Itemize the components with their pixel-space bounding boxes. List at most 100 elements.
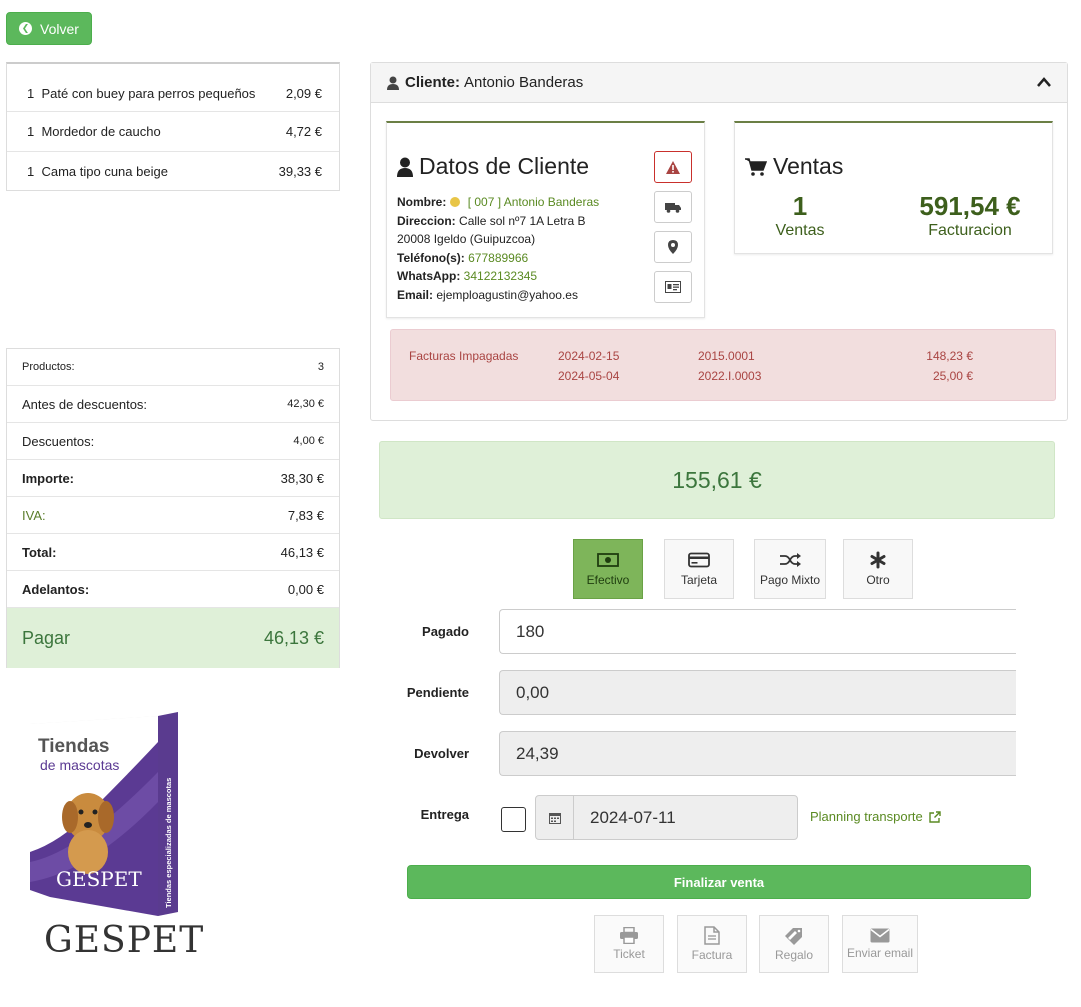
- sales-count: 1 Ventas: [755, 191, 845, 240]
- payment-method-label: Efectivo: [586, 573, 630, 587]
- amount-due: 155,61 €: [379, 441, 1055, 519]
- planning-link[interactable]: Planning transporte: [810, 809, 941, 824]
- client-panel-header[interactable]: Cliente: Antonio Banderas: [371, 63, 1067, 103]
- warning-button[interactable]: [654, 151, 692, 183]
- payment-method-efectivo[interactable]: Efectivo: [573, 539, 643, 599]
- calendar-icon[interactable]: [535, 795, 574, 840]
- direccion-line2: 20008 Igeldo (Guipuzcoa): [397, 232, 536, 247]
- cart-item-price: 39,33 €: [278, 164, 322, 179]
- warning-icon: [666, 160, 680, 174]
- payment-method-tarjeta[interactable]: Tarjeta: [664, 539, 734, 599]
- user-icon: [397, 157, 413, 177]
- direccion-label: Direccion:: [397, 213, 456, 228]
- map-marker-icon: [668, 240, 678, 254]
- payment-method-mixto[interactable]: Pago Mixto: [754, 539, 826, 599]
- totals-antes: Antes de descuentos: 42,30 €: [7, 386, 339, 423]
- client-header-label: Cliente:: [405, 74, 461, 91]
- pagado-label: Pagado: [422, 624, 469, 639]
- entrega-checkbox[interactable]: [501, 807, 526, 832]
- totals-label: IVA:: [22, 507, 46, 523]
- unpaid-amount: 25,00 €: [932, 369, 973, 383]
- pagar-row: Pagar 46,13 €: [7, 608, 339, 668]
- product-box-logo: Tiendas de mascotas GESPET Tiendas espec…: [30, 712, 178, 916]
- totals-iva: IVA: 7,83 €: [7, 497, 339, 534]
- factura-button[interactable]: Factura: [677, 915, 747, 973]
- cart-item-qty: 1: [27, 86, 35, 101]
- cart-item[interactable]: 1 Paté con buey para perros pequeños 2,0…: [7, 64, 339, 112]
- totals-descuentos: Descuentos: 4,00 €: [7, 423, 339, 460]
- action-label: Ticket: [613, 947, 645, 961]
- client-name-link[interactable]: [ 007 ] Antonio Banderas: [467, 195, 600, 209]
- totals-total: Total: 46,13 €: [7, 534, 339, 571]
- location-button[interactable]: [654, 231, 692, 263]
- nombre-label: Nombre:: [397, 195, 447, 209]
- pagado-input[interactable]: 180: [499, 609, 1016, 654]
- contact-card-button[interactable]: [654, 271, 692, 303]
- credit-card-icon: [688, 552, 710, 568]
- unpaid-title: Facturas Impagadas: [409, 349, 519, 363]
- payment-method-otro[interactable]: Otro: [843, 539, 913, 599]
- unpaid-number[interactable]: 2015.0001: [698, 349, 755, 363]
- back-button-label: Volver: [40, 20, 79, 37]
- cart-item[interactable]: 1 Cama tipo cuna beige 39,33 €: [7, 152, 339, 191]
- pendiente-label: Pendiente: [406, 685, 469, 700]
- totals-panel: Productos: 3 Antes de descuentos: 42,30 …: [6, 348, 340, 668]
- finalizar-venta-button[interactable]: Finalizar venta: [407, 865, 1031, 899]
- totals-value: 42,30 €: [287, 398, 324, 410]
- ticket-button[interactable]: Ticket: [594, 915, 664, 973]
- pagar-label: Pagar: [22, 627, 71, 648]
- client-data-card: Datos de Cliente Nombre: [ 007 ] Antonio…: [386, 121, 705, 318]
- totals-label: Total:: [22, 544, 57, 560]
- cash-icon: [597, 553, 619, 567]
- client-header-name: Antonio Banderas: [464, 74, 584, 91]
- shuffle-icon: [780, 553, 801, 567]
- chevron-up-icon[interactable]: [1037, 74, 1051, 92]
- email-label: Email:: [397, 287, 434, 302]
- document-icon: [704, 926, 720, 945]
- payment-method-label: Otro: [866, 573, 890, 587]
- cart-item[interactable]: 1 Mordedor de caucho 4,72 €: [7, 112, 339, 152]
- box-brand: GESPET: [56, 867, 142, 891]
- action-label: Enviar email: [846, 946, 914, 960]
- entrega-label: Entrega: [420, 807, 469, 822]
- action-label: Factura: [691, 948, 733, 962]
- user-icon: [387, 76, 399, 90]
- sales-amount-value: 591,54 €: [919, 191, 1021, 221]
- pendiente-input: 0,00: [499, 670, 1016, 715]
- totals-label: Descuentos:: [22, 433, 95, 449]
- cart-item-name: Cama tipo cuna beige: [41, 164, 168, 179]
- id-card-icon: [665, 281, 681, 293]
- truck-icon: [665, 202, 681, 213]
- cart-item-price: 4,72 €: [285, 124, 322, 139]
- whatsapp-label: WhatsApp:: [397, 269, 461, 284]
- delivery-button[interactable]: [654, 191, 692, 223]
- cart-item-name: Paté con buey para perros pequeños: [41, 86, 256, 101]
- payment-method-label: Pago Mixto: [759, 573, 821, 587]
- status-dot-icon: [450, 197, 461, 207]
- entrega-date-input[interactable]: 2024-07-11: [573, 795, 798, 840]
- external-link-icon: [929, 810, 941, 823]
- cart-item-qty: 1: [27, 124, 35, 139]
- box-title: Tiendas: [38, 736, 109, 757]
- tag-icon: [785, 927, 802, 945]
- totals-value: 38,30 €: [280, 470, 324, 486]
- totals-productos: Productos: 3: [7, 349, 339, 386]
- enviar-email-button[interactable]: Enviar email: [842, 915, 918, 973]
- print-icon: [620, 927, 638, 944]
- unpaid-amount: 148,23 €: [926, 349, 973, 363]
- telefono-link[interactable]: 677889966: [468, 250, 529, 265]
- back-button[interactable]: ❮ Volver: [6, 12, 92, 45]
- whatsapp-link[interactable]: 34122132345: [463, 269, 538, 284]
- gespet-wordmark: GESPET: [44, 920, 205, 961]
- regalo-button[interactable]: Regalo: [759, 915, 829, 973]
- totals-value: 0,00 €: [287, 581, 324, 597]
- box-subtitle: de mascotas: [40, 757, 119, 773]
- unpaid-date: 2024-02-15: [558, 349, 620, 363]
- unpaid-number[interactable]: 2022.I.0003: [698, 369, 762, 383]
- totals-label: Antes de descuentos:: [22, 396, 148, 412]
- email-value: ejemploagustin@yahoo.es: [436, 287, 578, 302]
- action-label: Regalo: [774, 947, 814, 962]
- cart-item-qty: 1: [27, 164, 35, 179]
- totals-importe: Importe: 38,30 €: [7, 460, 339, 497]
- client-data-info: Nombre: [ 007 ] Antonio Banderas Direcci…: [397, 193, 599, 305]
